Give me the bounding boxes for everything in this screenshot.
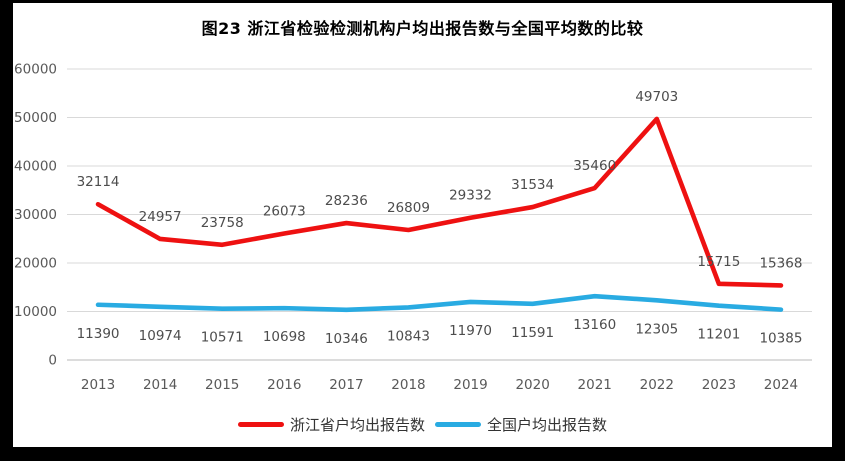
data-label-zhejiang: 29332 xyxy=(449,188,492,204)
data-label-national: 10843 xyxy=(387,328,430,344)
y-tick-label: 20000 xyxy=(14,256,57,272)
x-tick-label: 2014 xyxy=(143,377,177,393)
data-label-national: 11591 xyxy=(511,325,554,341)
data-label-national: 11201 xyxy=(697,327,740,343)
x-tick-label: 2013 xyxy=(81,377,115,393)
data-label-national: 10974 xyxy=(139,328,182,344)
chart-title: 图23 浙江省检验检测机构户均出报告数与全国平均数的比较 xyxy=(201,19,644,38)
y-tick-label: 50000 xyxy=(14,110,57,126)
legend-item-national: 全国户均出报告数 xyxy=(435,414,607,435)
legend: 浙江省户均出报告数 全国户均出报告数 xyxy=(0,412,845,436)
data-label-zhejiang: 28236 xyxy=(325,193,368,209)
y-tick-label: 10000 xyxy=(14,304,57,320)
legend-label-national: 全国户均出报告数 xyxy=(487,415,608,434)
legend-label-zhejiang: 浙江省户均出报告数 xyxy=(289,415,425,434)
x-tick-label: 2023 xyxy=(702,377,736,393)
x-tick-label: 2019 xyxy=(453,377,487,393)
y-tick-label: 40000 xyxy=(14,159,57,175)
data-label-zhejiang: 32114 xyxy=(77,174,120,190)
data-label-zhejiang: 26073 xyxy=(263,204,306,220)
data-label-national: 13160 xyxy=(573,317,616,333)
data-label-zhejiang: 15715 xyxy=(697,254,740,270)
x-tick-label: 2015 xyxy=(205,377,239,393)
y-tick-label: 60000 xyxy=(14,62,57,78)
data-label-zhejiang: 23758 xyxy=(201,215,244,231)
series-line-national xyxy=(95,293,784,313)
x-tick-label: 2022 xyxy=(640,377,674,393)
data-label-national: 11970 xyxy=(449,323,492,339)
data-label-national: 10385 xyxy=(759,331,802,347)
legend-line-swatch-blue xyxy=(435,421,481,427)
data-label-zhejiang: 24957 xyxy=(139,209,182,225)
x-tick-label: 2024 xyxy=(764,377,798,393)
data-label-zhejiang: 49703 xyxy=(635,89,678,105)
x-tick-label: 2018 xyxy=(391,377,425,393)
y-tick-label: 30000 xyxy=(14,207,57,223)
data-label-national: 10346 xyxy=(325,331,368,347)
data-label-zhejiang: 31534 xyxy=(511,177,554,193)
data-label-national: 10698 xyxy=(263,329,306,345)
x-tick-label: 2016 xyxy=(267,377,301,393)
legend-item-zhejiang: 浙江省户均出报告数 xyxy=(237,414,425,435)
series-line-zhejiang xyxy=(95,116,784,288)
y-tick-label: 0 xyxy=(48,353,57,369)
data-label-zhejiang: 35460 xyxy=(573,158,616,174)
data-label-national: 10571 xyxy=(201,330,244,346)
x-tick-label: 2017 xyxy=(329,377,363,393)
legend-line-swatch-red xyxy=(237,421,284,427)
x-tick-label: 2020 xyxy=(515,377,549,393)
data-label-zhejiang: 15368 xyxy=(759,255,802,271)
data-label-national: 11390 xyxy=(77,326,120,342)
x-tick-label: 2021 xyxy=(578,377,612,393)
data-label-national: 12305 xyxy=(635,321,678,337)
data-label-zhejiang: 26809 xyxy=(387,200,430,216)
